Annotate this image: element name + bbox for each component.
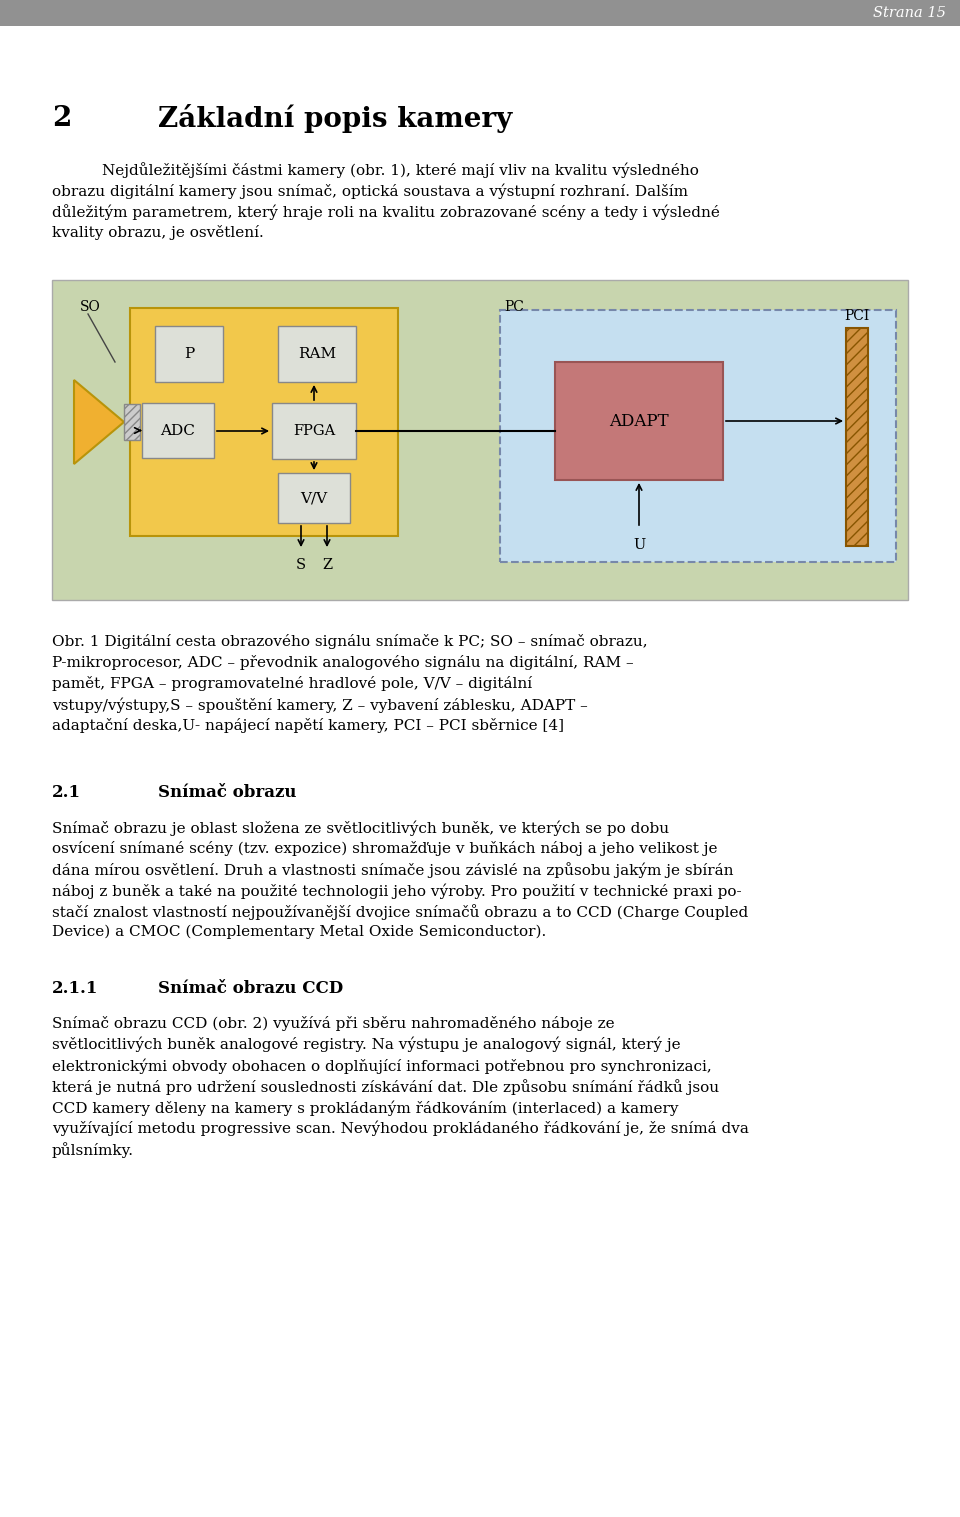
Bar bbox=[278, 473, 350, 523]
Text: kvality obrazu, je osvětlení.: kvality obrazu, je osvětlení. bbox=[52, 225, 264, 240]
Text: obrazu digitální kamery jsou snímač, optická soustava a výstupní rozhraní. Další: obrazu digitální kamery jsou snímač, opt… bbox=[52, 184, 688, 199]
Text: elektronickými obvody obohacen o doplňující informaci potřebnou pro synchronizac: elektronickými obvody obohacen o doplňuj… bbox=[52, 1057, 711, 1074]
Text: 2.1: 2.1 bbox=[52, 784, 81, 801]
Polygon shape bbox=[74, 379, 124, 464]
Text: která je nutná pro udržení souslednosti získávání dat. Dle způsobu snímání řádků: která je nutná pro udržení souslednosti … bbox=[52, 1079, 719, 1095]
Bar bbox=[500, 309, 896, 561]
Bar bbox=[0, 0, 960, 26]
Text: ADC: ADC bbox=[160, 423, 196, 437]
Text: Obr. 1 Digitální cesta obrazového signálu snímače k PC; SO – snímač obrazu,: Obr. 1 Digitální cesta obrazového signál… bbox=[52, 634, 648, 649]
Text: vstupy/výstupy,S – spouštění kamery, Z – vybavení záblesku, ADAPT –: vstupy/výstupy,S – spouštění kamery, Z –… bbox=[52, 696, 588, 713]
Text: V/V: V/V bbox=[300, 492, 327, 505]
Text: Snímač obrazu: Snímač obrazu bbox=[158, 784, 297, 801]
Text: světlocitlivých buněk analogové registry. Na výstupu je analogový signál, který : světlocitlivých buněk analogové registry… bbox=[52, 1038, 681, 1053]
Text: RAM: RAM bbox=[298, 347, 336, 361]
Text: pamět, FPGA – programovatelné hradlové pole, V/V – digitální: pamět, FPGA – programovatelné hradlové p… bbox=[52, 677, 532, 692]
Bar bbox=[130, 308, 398, 536]
Bar bbox=[52, 281, 908, 601]
Bar bbox=[142, 404, 214, 458]
Text: FPGA: FPGA bbox=[293, 423, 335, 438]
Text: Snímač obrazu CCD: Snímač obrazu CCD bbox=[158, 980, 344, 997]
Text: Snímač obrazu CCD (obr. 2) využívá při sběru nahromaděného náboje ze: Snímač obrazu CCD (obr. 2) využívá při s… bbox=[52, 1016, 614, 1032]
Text: Z: Z bbox=[322, 558, 332, 572]
Text: Device) a CMOC (Complementary Metal Oxide Semiconductor).: Device) a CMOC (Complementary Metal Oxid… bbox=[52, 925, 546, 939]
Text: stačí znalost vlastností nejpoužívanější dvojice snímačů obrazu a to CCD (Charge: stačí znalost vlastností nejpoužívanější… bbox=[52, 904, 748, 919]
Text: Nejdůležitějšími částmi kamery (obr. 1), které mají vliv na kvalitu výsledného: Nejdůležitějšími částmi kamery (obr. 1),… bbox=[102, 162, 699, 177]
Text: S: S bbox=[296, 558, 306, 572]
Text: SO: SO bbox=[80, 300, 101, 314]
Bar bbox=[272, 404, 356, 460]
Bar bbox=[278, 326, 356, 382]
Text: půlsnímky.: půlsnímky. bbox=[52, 1142, 134, 1157]
Bar bbox=[155, 326, 223, 382]
Text: PC: PC bbox=[504, 300, 524, 314]
Bar bbox=[846, 328, 868, 546]
Text: 2.1.1: 2.1.1 bbox=[52, 980, 98, 997]
Text: 2: 2 bbox=[52, 105, 71, 132]
Text: dána mírou osvětlení. Druh a vlastnosti snímače jsou závislé na způsobu jakým je: dána mírou osvětlení. Druh a vlastnosti … bbox=[52, 862, 733, 878]
Text: náboj z buněk a také na použité technologii jeho výroby. Pro použití v technické: náboj z buněk a také na použité technolo… bbox=[52, 883, 742, 898]
Text: adaptační deska,U- napájecí napětí kamery, PCI – PCI sběrnice [4]: adaptační deska,U- napájecí napětí kamer… bbox=[52, 718, 564, 733]
Text: Strana 15: Strana 15 bbox=[874, 6, 946, 20]
Text: P-mikroprocesor, ADC – převodnik analogového signálu na digitální, RAM –: P-mikroprocesor, ADC – převodnik analogo… bbox=[52, 655, 634, 671]
Text: ADAPT: ADAPT bbox=[610, 413, 669, 429]
Text: Základní popis kamery: Základní popis kamery bbox=[158, 103, 513, 132]
Text: Snímač obrazu je oblast složena ze světlocitlivých buněk, ve kterých se po dobu: Snímač obrazu je oblast složena ze světl… bbox=[52, 821, 669, 836]
Text: U: U bbox=[633, 539, 645, 552]
Text: PCI: PCI bbox=[845, 309, 870, 323]
Text: důležitým parametrem, který hraje roli na kvalitu zobrazované scény a tedy i výs: důležitým parametrem, který hraje roli n… bbox=[52, 203, 720, 220]
Text: osvícení snímané scény (tzv. expozice) shromažďuje v buňkách náboj a jeho veliko: osvícení snímané scény (tzv. expozice) s… bbox=[52, 840, 717, 856]
Bar bbox=[124, 404, 140, 440]
Bar bbox=[555, 363, 723, 479]
Text: CCD kamery děleny na kamery s prokládaným řádkováním (interlaced) a kamery: CCD kamery děleny na kamery s prokládaný… bbox=[52, 1100, 679, 1115]
Text: využívající metodu progressive scan. Nevýhodou prokládaného řádkování je, že sní: využívající metodu progressive scan. Nev… bbox=[52, 1121, 749, 1136]
Text: P: P bbox=[184, 347, 194, 361]
